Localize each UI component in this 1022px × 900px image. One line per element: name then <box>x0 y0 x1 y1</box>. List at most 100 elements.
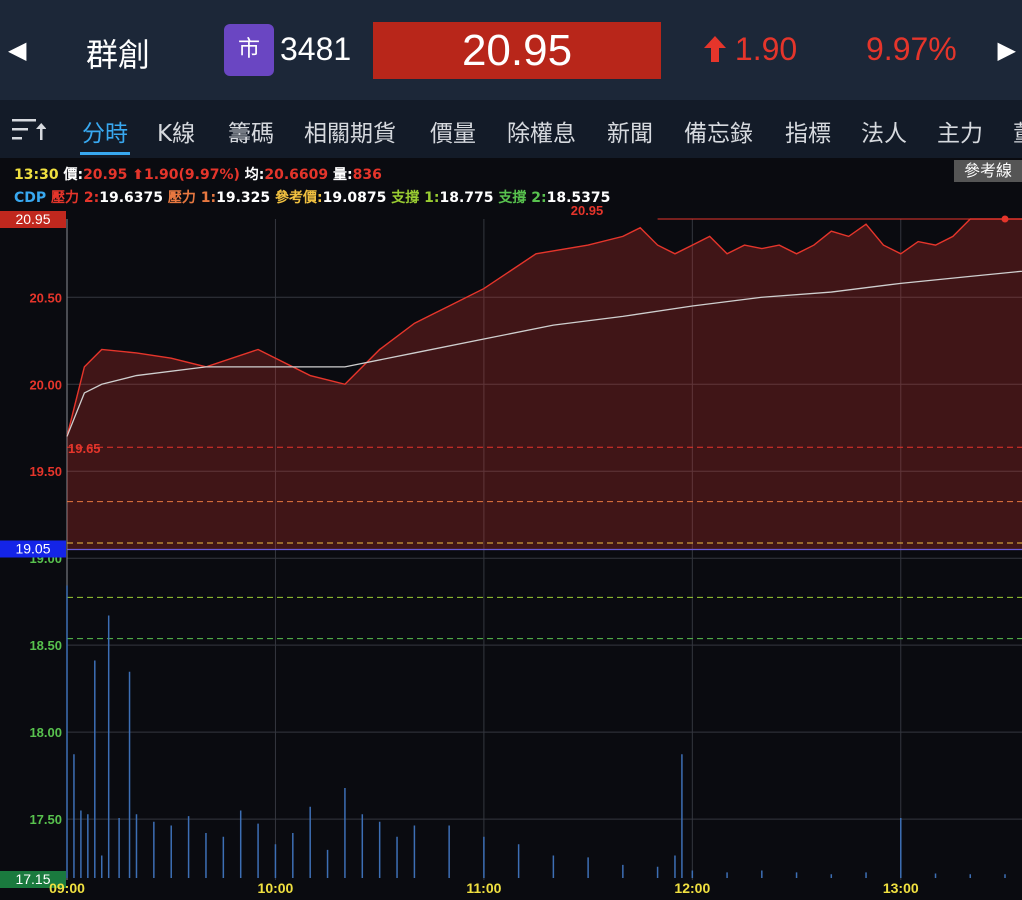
volume-bar <box>396 836 398 878</box>
prev-close-label-box <box>0 540 66 558</box>
stock-code: 3481 <box>280 31 352 67</box>
x-tick-label: 10:00 <box>258 880 294 896</box>
tab-main-force[interactable]: 主力 <box>937 121 983 147</box>
y-top-label: 20.95 <box>15 211 50 227</box>
next-stock-arrow-icon[interactable]: ▶ <box>997 37 1016 64</box>
ref-value: 19.0875 <box>322 190 387 206</box>
volume-bar <box>94 660 96 878</box>
tab-k-line[interactable]: K線 <box>157 121 196 147</box>
y-bottom-label: 17.15 <box>15 871 50 887</box>
info-line-price: 13:30 價:20.95 ⬆1.90(9.97%) 均:20.6609 量:8… <box>14 164 382 184</box>
price-change-value: 1.90 <box>734 31 798 67</box>
market-badge: 市 <box>224 24 274 76</box>
y-bottom-label-box <box>0 871 66 888</box>
volume-bar <box>87 814 89 878</box>
volume-bar <box>118 818 120 878</box>
prev-close-label: 19.05 <box>15 541 50 557</box>
r1-value: 19.325 <box>216 190 271 206</box>
y-tick-label: 20.00 <box>29 377 62 392</box>
volume-bar <box>448 825 450 878</box>
info-avg: 20.6609 <box>264 167 329 183</box>
volume-bar <box>552 855 555 878</box>
tab-memo[interactable]: 備忘錄 <box>684 121 753 147</box>
cdp-label: CDP <box>14 190 47 206</box>
volume-bar <box>73 754 75 878</box>
info-change: ⬆1.90(9.97%) <box>132 167 240 183</box>
volume-bar <box>222 836 225 878</box>
r2-label: 壓力 2: <box>51 190 100 206</box>
quote-header: ◀ 群創 市 3481 20.95 1.90 9.97% ▶ <box>0 0 1022 100</box>
info-volume-label: 量: <box>333 167 353 183</box>
volume-bar <box>830 874 833 878</box>
tab-indicators[interactable]: 指標 <box>785 121 831 147</box>
tab-institutional[interactable]: 法人 <box>861 121 907 147</box>
tab-time-share[interactable]: 分時 <box>82 121 128 147</box>
y-tick-label: 19.50 <box>29 464 62 479</box>
price-change-percent: 9.97% <box>866 31 957 67</box>
tab-directors[interactable]: 董 <box>1013 114 1022 148</box>
tab-chips[interactable]: 籌碼 <box>228 121 274 147</box>
volume-bar <box>80 810 82 878</box>
x-tick-label: 09:00 <box>49 880 85 896</box>
r1-label: 壓力 1: <box>167 190 217 206</box>
volume-bar <box>622 864 624 878</box>
tab-ex-dividend[interactable]: 除權息 <box>507 121 576 147</box>
volume-bar <box>517 844 520 878</box>
info-price-label: 價: <box>63 167 84 183</box>
volume-bar <box>239 810 242 878</box>
volume-bar <box>153 821 155 878</box>
up-arrow-icon <box>704 31 735 67</box>
y-tick-label: 20.50 <box>29 290 62 305</box>
active-tab-indicator <box>80 152 130 155</box>
low-price-label: 19.65 <box>68 441 101 456</box>
volume-bar <box>865 872 867 878</box>
reference-line-button[interactable]: 參考線 <box>954 160 1022 182</box>
price-change: 1.90 <box>704 31 797 68</box>
volume-bar <box>795 872 798 878</box>
y-tick-label: 18.50 <box>29 638 62 653</box>
last-price-dot <box>1001 215 1009 223</box>
s2-label: 支撐 2: <box>498 190 547 206</box>
s1-label: 支撐 1: <box>391 190 440 206</box>
x-tick-label: 13:00 <box>883 880 919 896</box>
volume-bar <box>969 874 972 878</box>
sort-menu-icon[interactable] <box>12 115 46 145</box>
volume-bar <box>378 821 381 878</box>
tab-related-futures[interactable]: 相關期貨 <box>304 121 396 147</box>
volume-bar <box>66 585 68 878</box>
volume-bar <box>413 825 416 878</box>
volume-bar <box>309 806 311 878</box>
info-price: 20.95 <box>83 167 128 183</box>
info-line-cdp: CDP 壓力 2:19.6375 壓力 1:19.325 參考價:19.0875… <box>14 187 610 207</box>
stock-name: 群創 <box>86 36 151 74</box>
s1-value: 18.775 <box>439 190 494 206</box>
volume-bar <box>681 754 683 878</box>
price-area-fill <box>67 219 1022 550</box>
tab-price-volume[interactable]: 價量 <box>430 121 476 147</box>
y-tick-label: 17.50 <box>29 812 62 827</box>
volume-bar <box>726 872 728 878</box>
volume-bar <box>135 814 138 878</box>
info-avg-label: 均: <box>244 167 265 183</box>
prev-stock-arrow-icon[interactable]: ◀ <box>8 37 27 64</box>
volume-bar <box>107 615 110 878</box>
volume-bar <box>934 873 937 878</box>
tab-news[interactable]: 新聞 <box>607 121 653 147</box>
r2-value: 19.6375 <box>99 190 164 206</box>
volume-bar <box>292 833 294 878</box>
volume-bar <box>274 844 277 878</box>
volume-bar <box>326 849 329 878</box>
volume-bar <box>128 671 131 878</box>
ref-label: 參考價: <box>275 190 323 206</box>
volume-bar <box>483 836 485 878</box>
x-tick-label: 11:00 <box>466 880 501 896</box>
volume-bar <box>761 870 763 878</box>
volume-bar <box>344 788 346 878</box>
s2-value: 18.5375 <box>546 190 611 206</box>
x-tick-label: 12:00 <box>674 880 710 896</box>
tab-bar: 分時 K線 籌碼 相關期貨 價量 除權息 新聞 備忘錄 指標 法人 主力 董 <box>0 100 1022 158</box>
current-price: 20.95 <box>373 22 661 79</box>
volume-bar <box>1004 874 1006 878</box>
volume-bar <box>205 833 207 878</box>
volume-bar <box>170 825 172 878</box>
